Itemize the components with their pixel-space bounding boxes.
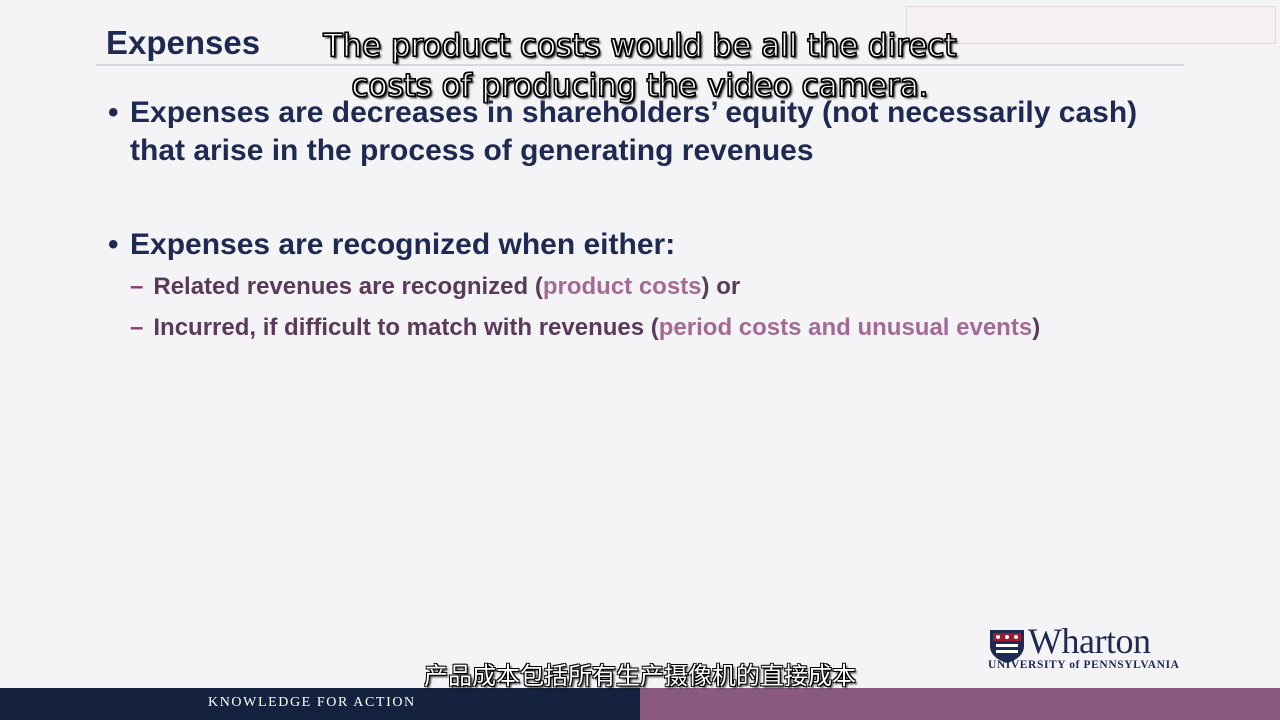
sub-item-dash: – [130, 273, 144, 300]
bullet-text: Expenses are recognized when either: [130, 228, 676, 261]
sub-item-text-end: ) or [701, 273, 741, 300]
sub-item-highlight: product costs [542, 273, 702, 300]
university-name: UNIVERSITY of PENNSYLVANIA [988, 659, 1180, 671]
sub-item-period-costs: – Incurred, if difficult to match with re… [130, 313, 1040, 343]
bullet-recognition: • Expenses are recognized when either: [108, 226, 1168, 264]
penn-shield-icon [990, 630, 1024, 663]
footer-bar-left [0, 688, 640, 720]
english-subtitle: The product costs would be all the direc… [323, 27, 957, 104]
sub-item-product-costs: – Related revenues are recognized (produc… [130, 272, 740, 302]
bullet-marker: • [108, 228, 119, 261]
slide-title: Expenses [106, 24, 261, 61]
sub-item-dash: – [130, 314, 144, 341]
title-divider [96, 64, 1184, 66]
sub-item-text: Related revenues are recognized ( [153, 273, 543, 300]
bullet-marker: • [108, 96, 119, 129]
sub-item-highlight: period costs and unusual events [658, 314, 1033, 341]
footer-bar-right [640, 688, 1280, 720]
bullet-definition: • Expenses are decreases in shareholders… [108, 94, 1168, 170]
wharton-logo: Wharton UNIVERSITY of PENNSYLVANIA [988, 621, 1198, 676]
chinese-subtitle: 产品成本包括所有生产摄像机的直接成本 [424, 662, 856, 690]
sub-item-text-end: ) [1032, 314, 1041, 341]
sub-item-text: Incurred, if difficult to match with rev… [153, 314, 659, 341]
footer-tagline: KNOWLEDGE FOR ACTION [208, 695, 416, 710]
top-right-accent-bar [906, 6, 1276, 44]
bullet-text: Expenses are decreases in shareholders’ … [130, 96, 1138, 167]
wharton-wordmark: Wharton [1028, 621, 1151, 661]
